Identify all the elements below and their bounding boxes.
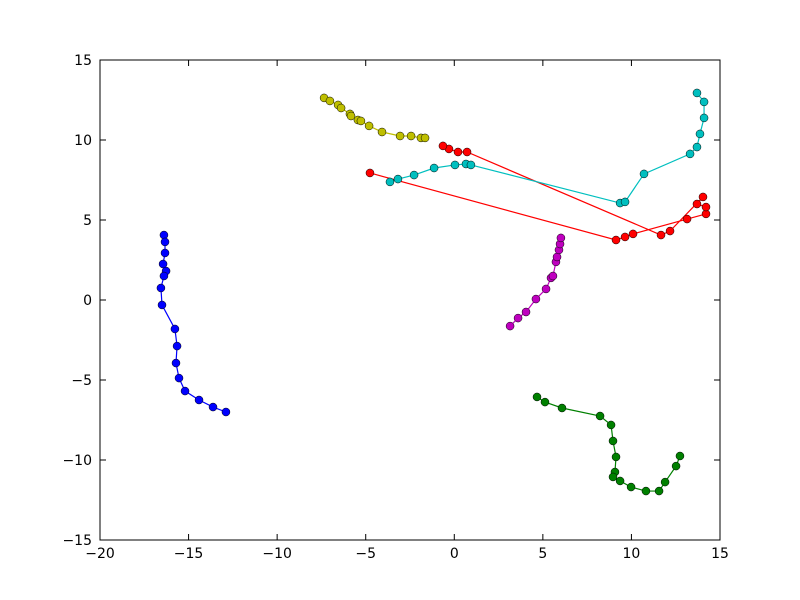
marker	[611, 235, 621, 245]
x-tick-label: −10	[262, 546, 292, 562]
x-tick-label: 0	[450, 546, 459, 562]
marker	[675, 451, 685, 461]
marker	[406, 131, 416, 141]
marker	[393, 174, 403, 184]
marker	[699, 113, 709, 123]
y-tick-label: 5	[83, 213, 92, 229]
marker	[160, 248, 170, 258]
marker	[641, 486, 651, 496]
marker	[626, 482, 636, 492]
marker	[521, 307, 531, 317]
marker	[462, 147, 472, 157]
marker	[595, 411, 605, 421]
marker	[552, 252, 562, 262]
marker	[158, 259, 168, 269]
series-line	[536, 396, 681, 492]
series-line	[369, 145, 707, 241]
marker	[365, 168, 375, 178]
marker	[606, 420, 616, 430]
series-line	[160, 234, 227, 413]
marker	[466, 160, 476, 170]
marker	[660, 477, 670, 487]
marker	[695, 129, 705, 139]
marker	[513, 313, 523, 323]
marker	[701, 202, 711, 212]
marker	[692, 142, 702, 152]
marker	[692, 88, 702, 98]
marker	[336, 103, 346, 113]
marker	[356, 116, 366, 126]
marker	[685, 149, 695, 159]
x-tick-label: −20	[85, 546, 115, 562]
marker	[180, 386, 190, 396]
marker	[540, 397, 550, 407]
marker	[541, 284, 551, 294]
y-tick-label: 15	[74, 53, 92, 69]
marker	[628, 229, 638, 239]
marker	[171, 358, 181, 368]
marker	[620, 232, 630, 242]
y-tick-label: 10	[74, 133, 92, 149]
marker	[665, 226, 675, 236]
marker	[385, 177, 395, 187]
marker	[377, 127, 387, 137]
marker	[194, 395, 204, 405]
marker	[325, 96, 335, 106]
marker	[682, 214, 692, 224]
marker	[429, 163, 439, 173]
marker	[532, 392, 542, 402]
marker	[159, 271, 169, 281]
x-tick-label: 10	[623, 546, 641, 562]
marker	[699, 97, 709, 107]
marker	[505, 321, 515, 331]
marker	[420, 133, 430, 143]
y-tick-label: −10	[62, 453, 92, 469]
marker	[557, 403, 567, 413]
marker	[453, 147, 463, 157]
marker	[656, 230, 666, 240]
x-tick-label: 5	[538, 546, 547, 562]
marker	[346, 111, 356, 121]
marker	[409, 170, 419, 180]
y-tick-label: 0	[83, 293, 92, 309]
marker	[450, 160, 460, 170]
marker	[395, 131, 405, 141]
marker	[671, 461, 681, 471]
series-line	[509, 237, 562, 327]
marker	[438, 141, 448, 151]
marker	[620, 197, 630, 207]
x-tick-label: −15	[174, 546, 204, 562]
marker	[615, 476, 625, 486]
marker	[156, 283, 166, 293]
marker	[364, 121, 374, 131]
y-tick-label: −5	[71, 373, 92, 389]
marker	[170, 324, 180, 334]
marker	[639, 169, 649, 179]
marker	[531, 294, 541, 304]
y-tick-label: −15	[62, 533, 92, 549]
marker	[160, 237, 170, 247]
marker	[608, 472, 618, 482]
marker	[698, 192, 708, 202]
marker	[208, 402, 218, 412]
marker	[157, 300, 167, 310]
x-tick-label: −5	[355, 546, 376, 562]
marker	[172, 341, 182, 351]
marker	[654, 486, 664, 496]
marker	[174, 373, 184, 383]
x-tick-label: 15	[711, 546, 729, 562]
marker	[611, 452, 621, 462]
marker	[221, 407, 231, 417]
marker	[548, 271, 558, 281]
marker	[608, 436, 618, 446]
marker	[556, 233, 566, 243]
marker	[692, 199, 702, 209]
